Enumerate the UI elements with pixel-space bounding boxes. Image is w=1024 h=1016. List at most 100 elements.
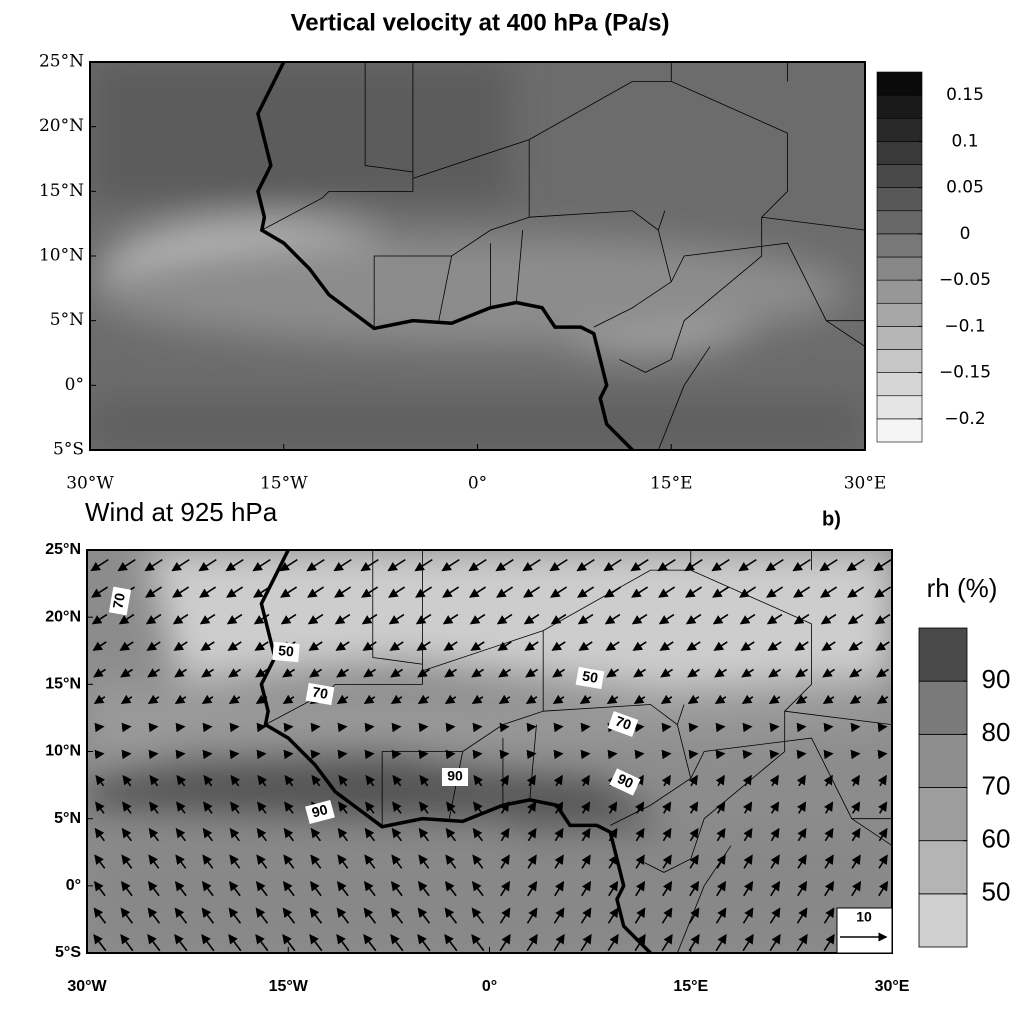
wind-arrow bbox=[498, 668, 511, 678]
wind-arrow bbox=[634, 749, 645, 760]
wind-arrow bbox=[121, 827, 132, 842]
wind-arrow bbox=[444, 933, 458, 952]
wind-arrow bbox=[793, 613, 810, 625]
wind-arrow bbox=[256, 722, 267, 733]
wind-arrow bbox=[471, 694, 484, 705]
wind-arrow bbox=[256, 749, 267, 760]
wind-arrow bbox=[715, 722, 726, 733]
wind-arrow bbox=[146, 641, 161, 651]
wind-arrow bbox=[387, 558, 406, 572]
wind-arrow bbox=[846, 558, 865, 572]
colorbar-band bbox=[876, 349, 923, 373]
wind-arrow bbox=[630, 558, 649, 572]
wind-arrow bbox=[149, 774, 160, 787]
colorbar-label: −0.1 bbox=[944, 316, 985, 336]
wind-arrow bbox=[148, 722, 159, 733]
wind-arrow bbox=[715, 907, 727, 924]
wind-arrow bbox=[715, 933, 727, 952]
wind-arrow bbox=[794, 641, 809, 651]
wind-arrow bbox=[229, 854, 241, 869]
x-tick-label: 15°W bbox=[260, 474, 308, 494]
wind-arrow bbox=[579, 694, 592, 705]
wind-arrow bbox=[580, 907, 592, 924]
colorbar-band bbox=[876, 279, 923, 304]
wind-arrow bbox=[633, 668, 646, 678]
y-tick-label: 10°N bbox=[45, 743, 81, 760]
colorbar-band bbox=[876, 418, 923, 443]
wind-arrow bbox=[414, 558, 433, 572]
wind-arrow bbox=[500, 880, 511, 897]
colorbar-band bbox=[876, 395, 923, 420]
wind-arrow bbox=[418, 827, 429, 842]
contour-label: 70 bbox=[305, 682, 335, 706]
wind-arrow bbox=[279, 558, 298, 572]
wind-arrow bbox=[145, 613, 162, 625]
wind-arrow bbox=[252, 558, 271, 572]
wind-arrow bbox=[334, 613, 351, 625]
contour-label: 70 bbox=[607, 711, 639, 737]
wind-arrow bbox=[172, 586, 190, 598]
wind-arrow bbox=[658, 586, 676, 598]
wind-arrow bbox=[388, 613, 405, 625]
wind-arrow bbox=[765, 558, 784, 572]
wind-arrow bbox=[361, 586, 379, 598]
contour-label-box bbox=[609, 768, 641, 796]
wind-arrow bbox=[228, 880, 241, 897]
wind-arrow bbox=[875, 641, 890, 651]
wind-arrow bbox=[280, 586, 298, 598]
colorbar-band bbox=[876, 94, 923, 119]
wind-arrow bbox=[714, 694, 727, 705]
wind-arrow bbox=[495, 558, 514, 572]
wind-arrow bbox=[526, 774, 536, 787]
wind-arrow bbox=[553, 749, 564, 760]
wind-arrow bbox=[739, 613, 756, 625]
title: Vertical velocity at 400 hPa (Pa/s) bbox=[291, 9, 670, 36]
x-tick-label: 15°W bbox=[269, 978, 309, 995]
wind-arrow bbox=[174, 933, 188, 952]
y-tick-label: 20°N bbox=[45, 608, 81, 625]
contour-label-box bbox=[272, 641, 300, 663]
wind-arrow bbox=[364, 827, 375, 842]
wind-arrow bbox=[660, 694, 673, 705]
wind-arrow bbox=[767, 641, 782, 651]
wind-arrow bbox=[743, 854, 753, 869]
wind-arrow bbox=[94, 749, 105, 760]
wind-arrow bbox=[496, 586, 514, 598]
x-tick-label: 15°E bbox=[673, 978, 708, 995]
colorbar-band bbox=[918, 787, 968, 842]
wind-arrow bbox=[581, 880, 592, 897]
wind-arrow bbox=[878, 801, 888, 814]
wind-arrow bbox=[148, 749, 159, 760]
wind-arrow bbox=[472, 722, 483, 733]
wind-arrow bbox=[631, 586, 649, 598]
wind-arrow bbox=[878, 854, 888, 869]
wind-arrow bbox=[661, 933, 673, 952]
wind-arrow bbox=[256, 854, 268, 869]
wind-arrow bbox=[685, 613, 702, 625]
y-tick-label: 20°N bbox=[39, 116, 84, 136]
wind-arrow bbox=[174, 880, 187, 897]
wind-arrow bbox=[255, 907, 269, 924]
wind-arrow bbox=[766, 586, 784, 598]
wind-arrow bbox=[661, 749, 672, 760]
wind-arrow bbox=[660, 668, 673, 678]
wind-arrow bbox=[770, 854, 780, 869]
wind-arrow bbox=[147, 668, 160, 678]
panel-label: b) bbox=[822, 508, 841, 530]
wind-arrow bbox=[202, 854, 214, 869]
wind-arrow bbox=[471, 668, 484, 678]
wind-arrow bbox=[687, 694, 700, 705]
wind-arrow bbox=[473, 801, 483, 814]
wind-arrow bbox=[336, 907, 350, 924]
y-tick-label: 5°N bbox=[54, 810, 81, 827]
wind-arrow bbox=[417, 880, 430, 897]
reference-box bbox=[836, 907, 893, 954]
wind-arrow bbox=[310, 722, 321, 733]
wind-arrow bbox=[527, 854, 537, 869]
wind-arrow bbox=[253, 613, 270, 625]
wind-arrow bbox=[201, 880, 214, 897]
wind-arrow bbox=[121, 854, 133, 869]
wind-arrow bbox=[392, 774, 403, 787]
wind-arrow bbox=[768, 668, 781, 678]
x-tick-label: 30°W bbox=[66, 474, 114, 494]
